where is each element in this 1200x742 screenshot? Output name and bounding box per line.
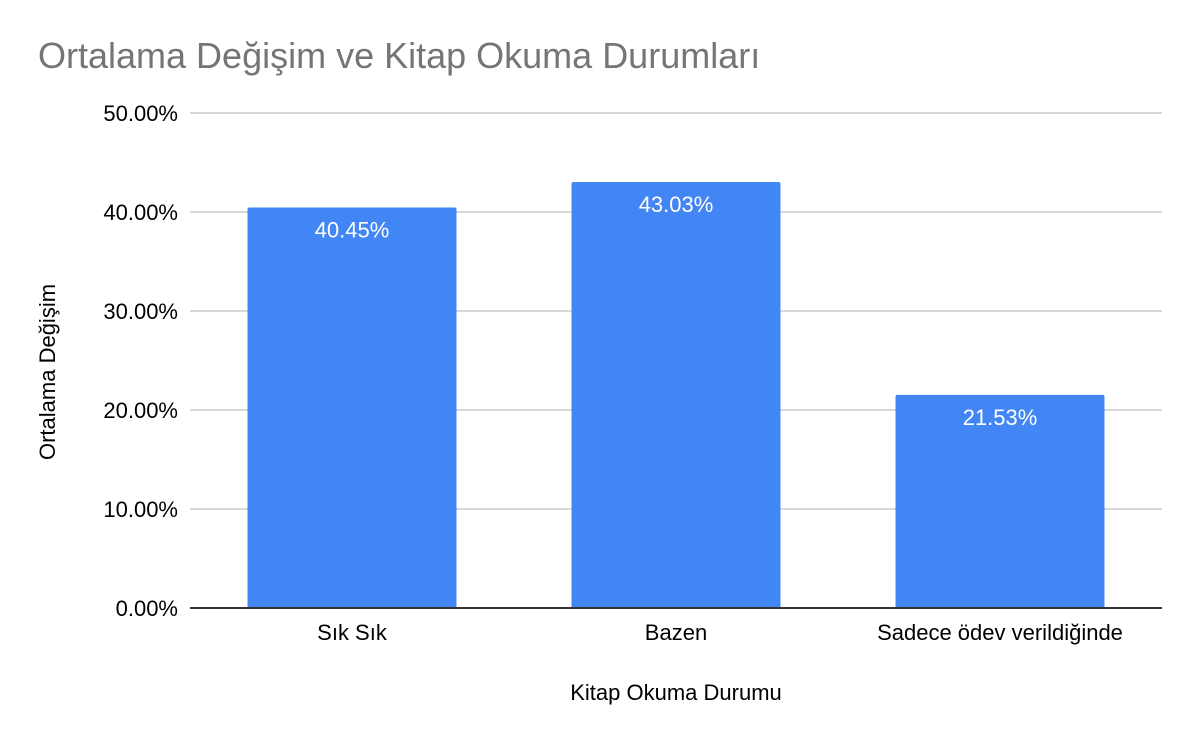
x-category-label: Sadece ödev verildiğinde <box>877 620 1123 645</box>
y-tick-label: 0.00% <box>116 596 178 621</box>
y-tick-label: 20.00% <box>103 398 178 423</box>
bar-value-label: 21.53% <box>963 405 1038 430</box>
y-axis-ticks: 0.00% 10.00% 20.00% 30.00% 40.00% 50.00% <box>103 101 178 621</box>
x-axis-categories: Sık Sık Bazen Sadece ödev verildiğinde <box>317 620 1123 645</box>
x-category-label: Bazen <box>645 620 707 645</box>
x-axis-title: Kitap Okuma Durumu <box>570 680 782 705</box>
y-axis-title: Ortalama Değişim <box>35 284 60 460</box>
y-tick-label: 50.00% <box>103 101 178 126</box>
bar-value-label: 43.03% <box>639 192 714 217</box>
y-tick-label: 10.00% <box>103 497 178 522</box>
bar <box>895 394 1105 608</box>
x-category-label: Sık Sık <box>317 620 388 645</box>
bar-value-label: 40.45% <box>315 218 390 243</box>
y-tick-label: 30.00% <box>103 299 178 324</box>
data-labels: 40.45% 43.03% 21.53% <box>315 192 1038 430</box>
bar <box>247 207 457 609</box>
bar <box>571 182 781 609</box>
bars <box>247 182 1105 609</box>
y-tick-label: 40.00% <box>103 200 178 225</box>
chart-title: Ortalama Değişim ve Kitap Okuma Durumlar… <box>38 35 760 76</box>
